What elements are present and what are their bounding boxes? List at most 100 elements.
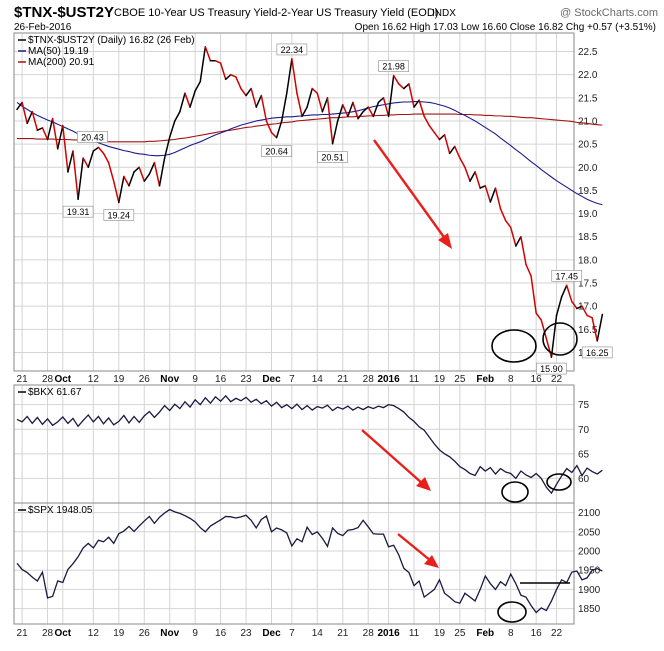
series-line-bkx [16,394,603,495]
annotation-label: 15.90 [540,364,563,374]
annotation-label: 20.43 [81,132,104,142]
price-segment [530,275,537,314]
price-segment [102,152,110,164]
price-segment [143,173,151,182]
price-segment [265,120,273,134]
price-segment [347,101,354,118]
y-tick-label: 1950 [578,566,601,577]
price-segment [41,127,49,141]
price-segment [321,97,329,113]
y-tick-label: 18.5 [578,232,598,243]
price-segment [291,58,298,94]
x-tick-label: 25 [454,374,466,385]
price-segment [199,46,207,83]
price-segment [26,110,34,125]
legend-entry: MA(200) 20.91 [28,57,95,68]
legend-entry: $TNX-$UST2Y (Daily) 16.82 (26 Feb) [28,35,195,46]
price-segment [128,171,135,187]
x-tick-label: 16 [215,374,227,385]
panel-bkx: 60 65 70 75 $BKX 61.67 [13,384,603,504]
price-segment [413,99,420,108]
arrow-spx-head [424,555,439,568]
chart-description: CBOE 10-Year US Treasury Yield-2-Year US… [114,7,438,19]
x-tick-label: Oct [54,374,71,385]
x-tick-label: Nov [160,374,179,385]
x-tick-label: 21 [337,374,349,385]
price-segment [194,80,201,92]
annotation-box [378,60,410,72]
price-segment [459,157,466,169]
x-tick-label: 11 [409,628,420,639]
price-segment [576,305,583,310]
price-segment [275,120,283,139]
price-segment [571,300,578,310]
price-segment [158,157,166,187]
x-tick-label: 9 [192,374,198,385]
price-segment [280,92,288,122]
price-segment [525,263,532,277]
price-segment [235,76,242,90]
x-tick-label: 16 [215,628,227,639]
price-segment [214,60,222,64]
y-tick-label: 1900 [578,585,601,596]
y-tick-label: 19.0 [578,209,598,220]
price-segment [31,110,39,131]
chart-exchange: INDX [432,8,456,19]
ohlc-readout: Open 16.62 High 17.03 Low 16.60 Close 16… [355,22,656,33]
x-tick-label: 28 [363,374,375,385]
price-segment [377,97,385,104]
price-segment [560,284,568,298]
price-segment [403,83,410,90]
price-segment [301,106,308,118]
price-segment [504,219,512,229]
arrow-price-head [438,233,452,249]
annotation-box [261,145,292,157]
x-tick-label: 26 [139,628,151,639]
x-tick-label: 22 [551,374,563,385]
x-tick-label: 9 [192,628,198,639]
y-tick-label: 70 [578,425,590,436]
arrow-spx [397,533,432,562]
price-segment [336,104,344,122]
annotation-label: 16.25 [586,348,609,358]
x-tick-label: 12 [88,628,100,639]
price-segment [443,134,451,155]
price-segment [392,74,400,85]
price-segment [250,87,257,108]
annotation-box [317,151,348,164]
annotation-label: 17.45 [555,271,578,281]
y-tick-label: 2000 [578,547,601,558]
x-tick-label: 14 [312,628,324,639]
x-tick-label: 2016 [377,374,400,385]
x-tick-label: 25 [454,628,466,639]
price-segment [316,92,324,113]
y-tick-label: 2050 [578,527,601,538]
y-tick-label: 65 [578,449,590,460]
price-segment [240,87,247,97]
price-segment [382,97,390,118]
x-tick-label: 28 [42,628,54,639]
price-segment [306,87,313,108]
price-segment [408,83,415,108]
price-segment [596,313,604,342]
price-segment [72,150,79,200]
x-tick-label: 19 [113,374,125,385]
price-segment [107,161,115,182]
y-tick-label: 17.5 [578,279,598,290]
price-segment [398,83,405,90]
annotation-label: 20.51 [321,153,344,163]
ma50-line [16,100,603,206]
x-tick-label: 8 [508,374,514,385]
y-tick-label: 2100 [578,508,601,519]
price-segment [118,175,125,204]
annotation-box [62,205,94,218]
price-segment [484,185,492,203]
price-segment [204,46,212,62]
price-segment [550,314,558,358]
price-segment [179,92,186,113]
y-tick-label: 1850 [578,604,601,615]
price-segment [591,317,599,342]
price-segment [36,127,44,131]
price-segment [97,146,105,155]
